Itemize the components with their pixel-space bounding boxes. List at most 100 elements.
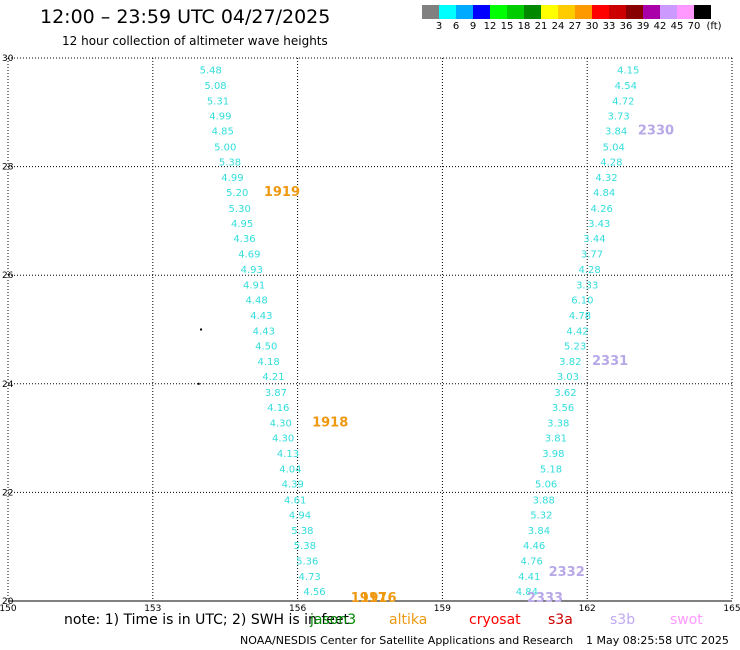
legend-swatch (439, 5, 456, 19)
wave-height-point: 5.38 (291, 526, 313, 537)
legend-label: 9 (469, 21, 477, 32)
wave-height-point: 4.43 (253, 327, 275, 338)
track-time-label: 1918 (312, 415, 348, 430)
track-time-label: 1917 (351, 591, 387, 606)
x-tick-label: 150 (0, 604, 17, 614)
wave-height-point: 5.30 (229, 204, 251, 215)
satellite-swot: swot (670, 612, 703, 628)
chart-grid (7, 57, 733, 602)
y-tick-label: 24 (2, 380, 14, 390)
legend-swatch (643, 5, 660, 19)
wave-height-point: 5.38 (294, 541, 316, 552)
wave-height-point: 4.99 (209, 111, 231, 122)
wave-height-point: 3.56 (552, 403, 574, 414)
legend-swatch (507, 5, 524, 19)
legend-swatch (575, 5, 592, 19)
wave-height-point: 4.94 (289, 511, 311, 522)
legend-label: 42 (653, 21, 667, 32)
satellite-s3b: s3b (610, 612, 636, 628)
legend-swatch (660, 5, 677, 19)
legend-swatch (592, 5, 609, 19)
legend-swatch (694, 5, 711, 19)
track-time-label: 2330 (638, 124, 674, 139)
wave-height-point: 4.39 (282, 480, 304, 491)
color-legend: 3 6 9 12 15 18 21 24 27 30 33 36 39 42 45 70 (ft) (422, 5, 740, 33)
legend-label: 12 (483, 21, 497, 32)
track-time-label: 1916 (360, 591, 396, 606)
wave-height-point: 3.38 (547, 418, 569, 429)
satellite-s3a: s3a (548, 612, 573, 628)
wave-height-point: 4.16 (267, 403, 289, 414)
wave-height-point: 3.84 (528, 526, 550, 537)
wave-height-point: 5.38 (219, 158, 241, 169)
legend-swatch (609, 5, 626, 19)
wave-height-point: 4.84 (593, 188, 615, 199)
wave-height-point: 3.44 (583, 234, 605, 245)
wave-height-point: 4.26 (591, 204, 613, 215)
wave-height-point: 5.06 (535, 480, 557, 491)
y-tick-label: 26 (2, 271, 14, 281)
wave-height-point: 4.73 (299, 572, 321, 583)
wave-height-point: 5.36 (296, 557, 318, 568)
wave-height-point: 4.18 (258, 357, 280, 368)
legend-label: 15 (500, 21, 514, 32)
wave-height-point: 4.85 (212, 127, 234, 138)
wave-height-point: 4.41 (518, 572, 540, 583)
legend-swatches (422, 5, 740, 19)
wave-height-point: 5.20 (226, 188, 248, 199)
wave-height-point: 4.99 (221, 173, 243, 184)
track-time-label: 2332 (549, 565, 585, 580)
wave-height-point: 4.61 (284, 495, 306, 506)
wave-height-point: 3.87 (265, 388, 287, 399)
location-marker (197, 382, 200, 385)
legend-swatch (456, 5, 473, 19)
wave-height-point: 5.08 (204, 81, 226, 92)
legend-label: 30 (585, 21, 599, 32)
credit-line: NOAA/NESDIS Center for Satellite Applica… (240, 634, 574, 647)
wave-height-point: 4.56 (303, 587, 325, 598)
chart-title: 12:00 – 23:59 UTC 04/27/2025 (40, 6, 331, 28)
legend-label: 6 (452, 21, 460, 32)
chart-axes: 150153156159162165202224262830 (0, 54, 740, 614)
legend-swatch (677, 5, 694, 19)
legend-swatch (422, 5, 439, 19)
wave-height-point: 4.30 (270, 418, 292, 429)
x-tick-label: 156 (289, 604, 306, 614)
wave-height-point: 3.98 (542, 449, 564, 460)
wave-height-point: 5.23 (564, 342, 586, 353)
wave-height-point: 3.84 (605, 127, 627, 138)
legend-unit: (ft) (706, 21, 722, 32)
footer-note: note: 1) Time is in UTC; 2) SWH is in fe… (64, 612, 350, 628)
wave-height-point: 4.50 (255, 342, 277, 353)
location-marker (200, 328, 203, 331)
wave-height-point: 4.30 (272, 433, 294, 444)
track-time-label: 2331 (592, 354, 628, 369)
legend-label: 18 (517, 21, 531, 32)
wave-height-point: 4.15 (617, 65, 639, 76)
wave-height-point: 4.72 (612, 96, 634, 107)
wave-height-point: 4.28 (578, 265, 600, 276)
legend-label: 24 (551, 21, 565, 32)
wave-height-point: 3.82 (559, 357, 581, 368)
legend-label: 21 (534, 21, 548, 32)
legend-labels: 3 6 9 12 15 18 21 24 27 30 33 36 39 42 45 70 (ft) (422, 19, 740, 33)
wave-height-point: 5.31 (207, 96, 229, 107)
wave-height-point: 5.18 (540, 464, 562, 475)
track-time-label: 1919 (264, 185, 300, 200)
legend-label: 3 (435, 21, 443, 32)
wave-height-point: 6.10 (571, 296, 593, 307)
x-tick-label: 159 (434, 604, 451, 614)
legend-label: 70 (687, 21, 701, 32)
satellite-jason3: jason3 (310, 612, 357, 628)
wave-height-point: 4.54 (615, 81, 637, 92)
wave-height-point: 5.00 (214, 142, 236, 153)
satellite-cryosat: cryosat (469, 612, 521, 628)
wave-height-point: 4.48 (245, 296, 267, 307)
y-tick-label: 28 (2, 163, 14, 173)
legend-label: 45 (670, 21, 684, 32)
wave-height-point: 3.62 (554, 388, 576, 399)
wave-height-point: 4.43 (250, 311, 272, 322)
legend-label: 36 (619, 21, 633, 32)
generation-timestamp: 1 May 08:25:58 UTC 2025 (586, 634, 729, 647)
